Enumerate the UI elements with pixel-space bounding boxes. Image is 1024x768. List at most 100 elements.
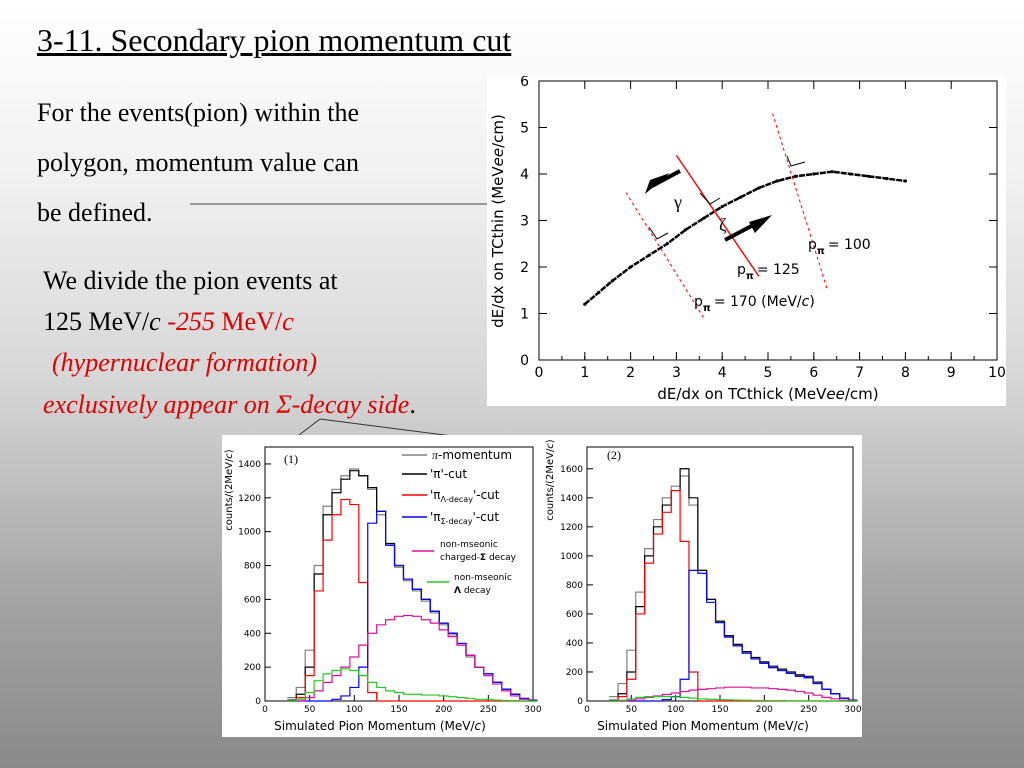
dedx-point bbox=[720, 204, 724, 209]
hist-xtick-label: 200 bbox=[435, 705, 452, 715]
histogram-panel: 0 50 100 150 200 250 300 0 200 400 600 800 1000 1200 1… bbox=[222, 435, 862, 737]
hist1-ylabel: counts/(2MeV/c) bbox=[224, 449, 235, 531]
mev-unit: MeV/ bbox=[214, 307, 283, 336]
hist-series-black bbox=[609, 468, 858, 701]
hist-series-gray bbox=[609, 475, 858, 701]
intro-line-1: For the events(pion) within the bbox=[37, 98, 360, 127]
dedx-frame bbox=[538, 80, 998, 361]
dedx-ytick-label: 3 bbox=[520, 214, 529, 230]
dedx-plot-panel: 0 1 2 3 4 5 6 7 8 9 10 0 1 2 3 4 5 6 γ ζ pπ = 100 pπ = 125 … bbox=[487, 74, 1006, 406]
hist-ytick-label: 400 bbox=[566, 639, 583, 649]
hist-xtick-label: 150 bbox=[390, 705, 407, 715]
legend-nm-sigma-1: non-mseonic bbox=[440, 540, 498, 550]
dedx-xtick-label: 6 bbox=[809, 365, 818, 381]
dedx-point bbox=[848, 172, 853, 176]
hist1-xlabel: Simulated Pion Momentum (MeV/c) bbox=[274, 719, 486, 733]
hist-ytick-label: 200 bbox=[244, 663, 261, 673]
hist-ytick-label: 400 bbox=[244, 629, 261, 639]
dedx-xtick-label: 4 bbox=[718, 365, 727, 381]
histogram-2: 0 50 100 150 200 250 300 0 200 400 600 800 1000 1200 1… bbox=[560, 446, 862, 715]
gamma-arrow-shaft bbox=[651, 169, 681, 188]
dedx-scatter-band bbox=[583, 170, 907, 306]
dedx-ticks: 0 1 2 3 4 5 6 7 8 9 10 0 1 2 3 4 5 6 bbox=[520, 74, 1006, 381]
hist-ytick-label: 600 bbox=[566, 610, 583, 620]
hist-series-red bbox=[609, 489, 858, 702]
hist2-ylabel: counts/(2MeV/c) bbox=[545, 439, 556, 521]
c-unit-2: c bbox=[282, 307, 294, 336]
dedx-ytick-label: 2 bbox=[520, 260, 529, 276]
zeta-label: ζ bbox=[719, 215, 727, 235]
zeta-arrow bbox=[749, 215, 772, 233]
divide-line-1: We divide the pion events at bbox=[43, 266, 338, 295]
hist-xtick-label: 100 bbox=[667, 705, 684, 715]
momentum-low: 125 MeV/ bbox=[43, 307, 150, 336]
legend-nm-sigma-2: charged-Σ decay bbox=[440, 553, 517, 563]
legend-nm-lambda-1: non-mseonic bbox=[454, 573, 512, 583]
histogram-1: 0 50 100 150 200 250 300 0 200 400 600 800 1000 1200 1… bbox=[238, 446, 542, 715]
dedx-point bbox=[702, 216, 706, 220]
legend-sigma-cut: 'πΣ-decay'-cut bbox=[430, 510, 499, 526]
panel-label-1: (1) bbox=[284, 452, 298, 466]
dedx-cut-lines bbox=[625, 113, 829, 319]
histogram-legend: π-momentum 'π'-cut 'πΛ-decay'-cut 'πΣ-de… bbox=[402, 448, 517, 596]
dedx-ytick-label: 0 bbox=[520, 353, 529, 369]
dedx-point bbox=[647, 253, 651, 257]
hist-ytick-label: 1400 bbox=[238, 460, 261, 470]
dedx-cut-line bbox=[625, 192, 705, 319]
hist-xtick-label: 150 bbox=[711, 705, 728, 715]
dedx-point bbox=[583, 302, 587, 306]
dedx-cut-line bbox=[772, 113, 829, 291]
hist-ytick-label: 1200 bbox=[238, 494, 261, 504]
hist-ytick-label: 0 bbox=[255, 697, 261, 707]
hist-series-green bbox=[287, 668, 538, 702]
hist-ytick-label: 1000 bbox=[238, 528, 261, 538]
dedx-point bbox=[830, 170, 834, 174]
hist-xtick-label: 50 bbox=[304, 705, 316, 715]
hypernuclear-note: (hypernuclear formation) bbox=[52, 348, 318, 377]
momentum-high: -255 bbox=[160, 307, 215, 336]
hist-series-blue bbox=[609, 569, 858, 702]
dedx-point bbox=[793, 174, 798, 178]
dedx-point bbox=[885, 177, 889, 181]
legend-pi-momentum: π-momentum bbox=[432, 448, 512, 462]
panel-label-2: (2) bbox=[607, 448, 621, 462]
intro-line-3: be defined. bbox=[37, 198, 153, 227]
dedx-ytick-label: 5 bbox=[520, 121, 529, 137]
legend-lambda-cut: 'πΛ-decay'-cut bbox=[430, 488, 500, 504]
dedx-ytick-label: 1 bbox=[520, 307, 529, 323]
dedx-xtick-label: 1 bbox=[580, 365, 589, 381]
hist-ytick-label: 1400 bbox=[560, 494, 583, 504]
dedx-point bbox=[757, 186, 761, 190]
hist-ytick-label: 1600 bbox=[560, 465, 583, 475]
right-angle-mark-3 bbox=[786, 155, 806, 167]
dedx-point bbox=[738, 195, 743, 199]
hist-series-magenta bbox=[609, 686, 858, 702]
dedx-xtick-label: 5 bbox=[764, 365, 773, 381]
dedx-ytick-label: 6 bbox=[520, 76, 529, 90]
sigma-decay-note: exclusively appear on Σ-decay side. bbox=[43, 390, 416, 419]
legend-pi-cut: 'π'-cut bbox=[430, 467, 467, 481]
hist-xtick-label: 0 bbox=[262, 705, 268, 715]
dedx-xtick-label: 0 bbox=[535, 365, 544, 381]
intro-line-2: polygon, momentum value can bbox=[37, 148, 360, 177]
dedx-xtick-label: 10 bbox=[988, 365, 1006, 381]
hist2-xlabel: Simulated Pion Momentum (MeV/c) bbox=[597, 719, 809, 733]
dedx-xtick-label: 8 bbox=[901, 365, 910, 381]
right-angle-mark-1 bbox=[648, 226, 669, 240]
dedx-point bbox=[775, 179, 779, 183]
hist-series-magenta bbox=[287, 614, 538, 702]
right-angle-mark-2 bbox=[699, 192, 721, 205]
dedx-point bbox=[596, 290, 601, 295]
hist-ytick-label: 0 bbox=[577, 697, 583, 707]
hist-ytick-label: 1000 bbox=[560, 552, 583, 562]
hist-xtick-label: 0 bbox=[584, 705, 590, 715]
dedx-ylabel: dE/dx on TCthin (MeVee/cm) bbox=[489, 114, 507, 328]
hist-ytick-label: 800 bbox=[244, 562, 261, 572]
dedx-xtick-label: 7 bbox=[855, 365, 864, 381]
hist-ytick-label: 200 bbox=[566, 668, 583, 678]
histogram-plots: 0 50 100 150 200 250 3000200400600800100012001… bbox=[224, 439, 862, 733]
hist-xtick-label: 100 bbox=[346, 705, 363, 715]
hist-ytick-label: 1200 bbox=[560, 523, 583, 533]
hist-series-blue bbox=[287, 510, 538, 702]
legend-nm-lambda-2: Λ decay bbox=[454, 586, 492, 596]
